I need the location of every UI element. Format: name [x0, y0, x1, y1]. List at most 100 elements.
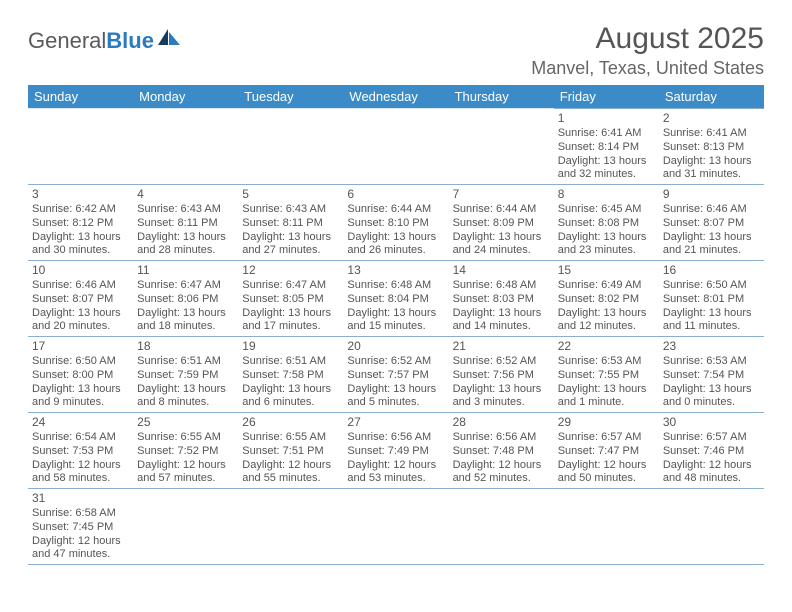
- sunrise-line: Sunrise: 6:51 AM: [137, 355, 234, 369]
- day-header: Wednesday: [343, 85, 448, 109]
- sunrise-line: Sunrise: 6:53 AM: [663, 355, 760, 369]
- sunset-line: Sunset: 8:11 PM: [242, 217, 339, 231]
- sunrise-line: Sunrise: 6:56 AM: [347, 431, 444, 445]
- calendar-cell: 2Sunrise: 6:41 AMSunset: 8:13 PMDaylight…: [659, 109, 764, 185]
- calendar-cell: 18Sunrise: 6:51 AMSunset: 7:59 PMDayligh…: [133, 337, 238, 413]
- calendar-cell: 6Sunrise: 6:44 AMSunset: 8:10 PMDaylight…: [343, 185, 448, 261]
- sunrise-line: Sunrise: 6:41 AM: [558, 127, 655, 141]
- calendar-row: 31Sunrise: 6:58 AMSunset: 7:45 PMDayligh…: [28, 489, 764, 565]
- calendar-cell: 11Sunrise: 6:47 AMSunset: 8:06 PMDayligh…: [133, 261, 238, 337]
- sail-icon: [156, 27, 182, 52]
- daylight-line: Daylight: 13 hours and 27 minutes.: [242, 231, 339, 259]
- month-title: August 2025: [531, 22, 764, 56]
- daylight-line: Daylight: 13 hours and 14 minutes.: [453, 307, 550, 335]
- sunset-line: Sunset: 8:04 PM: [347, 293, 444, 307]
- day-number: 27: [347, 415, 444, 430]
- day-header: Sunday: [28, 85, 133, 109]
- sunset-line: Sunset: 8:12 PM: [32, 217, 129, 231]
- day-header: Saturday: [659, 85, 764, 109]
- logo-text-gray: General: [28, 28, 106, 53]
- calendar-cell: 8Sunrise: 6:45 AMSunset: 8:08 PMDaylight…: [554, 185, 659, 261]
- daylight-line: Daylight: 13 hours and 6 minutes.: [242, 383, 339, 411]
- day-number: 30: [663, 415, 760, 430]
- logo-text: GeneralBlue: [28, 28, 154, 54]
- calendar-cell: 10Sunrise: 6:46 AMSunset: 8:07 PMDayligh…: [28, 261, 133, 337]
- sunset-line: Sunset: 7:51 PM: [242, 445, 339, 459]
- day-number: 19: [242, 339, 339, 354]
- day-number: 8: [558, 187, 655, 202]
- sunset-line: Sunset: 8:08 PM: [558, 217, 655, 231]
- sunrise-line: Sunrise: 6:52 AM: [347, 355, 444, 369]
- daylight-line: Daylight: 13 hours and 20 minutes.: [32, 307, 129, 335]
- day-number: 25: [137, 415, 234, 430]
- calendar-cell: 19Sunrise: 6:51 AMSunset: 7:58 PMDayligh…: [238, 337, 343, 413]
- calendar-row: 3Sunrise: 6:42 AMSunset: 8:12 PMDaylight…: [28, 185, 764, 261]
- daylight-line: Daylight: 13 hours and 32 minutes.: [558, 155, 655, 183]
- calendar-cell-empty: [554, 489, 659, 565]
- calendar-row: 17Sunrise: 6:50 AMSunset: 8:00 PMDayligh…: [28, 337, 764, 413]
- calendar-row: 1Sunrise: 6:41 AMSunset: 8:14 PMDaylight…: [28, 109, 764, 185]
- sunrise-line: Sunrise: 6:50 AM: [32, 355, 129, 369]
- day-number: 9: [663, 187, 760, 202]
- sunset-line: Sunset: 7:58 PM: [242, 369, 339, 383]
- calendar-cell-empty: [659, 489, 764, 565]
- sunrise-line: Sunrise: 6:47 AM: [242, 279, 339, 293]
- daylight-line: Daylight: 12 hours and 55 minutes.: [242, 459, 339, 487]
- calendar-cell: 3Sunrise: 6:42 AMSunset: 8:12 PMDaylight…: [28, 185, 133, 261]
- daylight-line: Daylight: 13 hours and 28 minutes.: [137, 231, 234, 259]
- sunset-line: Sunset: 8:02 PM: [558, 293, 655, 307]
- header: GeneralBlue August 2025 Manvel, Texas, U…: [28, 22, 764, 79]
- calendar-cell: 27Sunrise: 6:56 AMSunset: 7:49 PMDayligh…: [343, 413, 448, 489]
- sunrise-line: Sunrise: 6:48 AM: [347, 279, 444, 293]
- day-header: Tuesday: [238, 85, 343, 109]
- sunrise-line: Sunrise: 6:43 AM: [242, 203, 339, 217]
- calendar-cell-empty: [238, 489, 343, 565]
- daylight-line: Daylight: 12 hours and 48 minutes.: [663, 459, 760, 487]
- day-number: 21: [453, 339, 550, 354]
- calendar-cell: 1Sunrise: 6:41 AMSunset: 8:14 PMDaylight…: [554, 109, 659, 185]
- daylight-line: Daylight: 13 hours and 1 minute.: [558, 383, 655, 411]
- daylight-line: Daylight: 12 hours and 47 minutes.: [32, 535, 129, 563]
- calendar-cell: 26Sunrise: 6:55 AMSunset: 7:51 PMDayligh…: [238, 413, 343, 489]
- daylight-line: Daylight: 13 hours and 23 minutes.: [558, 231, 655, 259]
- daylight-line: Daylight: 13 hours and 17 minutes.: [242, 307, 339, 335]
- calendar-cell-empty: [133, 489, 238, 565]
- calendar-cell: 16Sunrise: 6:50 AMSunset: 8:01 PMDayligh…: [659, 261, 764, 337]
- sunset-line: Sunset: 7:57 PM: [347, 369, 444, 383]
- sunset-line: Sunset: 8:07 PM: [663, 217, 760, 231]
- calendar-cell-empty: [343, 109, 448, 185]
- calendar-table: SundayMondayTuesdayWednesdayThursdayFrid…: [28, 85, 764, 565]
- calendar-cell: 22Sunrise: 6:53 AMSunset: 7:55 PMDayligh…: [554, 337, 659, 413]
- sunrise-line: Sunrise: 6:52 AM: [453, 355, 550, 369]
- day-number: 15: [558, 263, 655, 278]
- daylight-line: Daylight: 13 hours and 0 minutes.: [663, 383, 760, 411]
- calendar-cell: 14Sunrise: 6:48 AMSunset: 8:03 PMDayligh…: [449, 261, 554, 337]
- day-number: 1: [558, 111, 655, 126]
- sunrise-line: Sunrise: 6:48 AM: [453, 279, 550, 293]
- calendar-cell: 30Sunrise: 6:57 AMSunset: 7:46 PMDayligh…: [659, 413, 764, 489]
- day-number: 7: [453, 187, 550, 202]
- title-block: August 2025 Manvel, Texas, United States: [531, 22, 764, 79]
- sunrise-line: Sunrise: 6:57 AM: [663, 431, 760, 445]
- sunset-line: Sunset: 8:09 PM: [453, 217, 550, 231]
- sunset-line: Sunset: 7:59 PM: [137, 369, 234, 383]
- calendar-row: 24Sunrise: 6:54 AMSunset: 7:53 PMDayligh…: [28, 413, 764, 489]
- sunset-line: Sunset: 8:06 PM: [137, 293, 234, 307]
- day-number: 12: [242, 263, 339, 278]
- calendar-cell: 5Sunrise: 6:43 AMSunset: 8:11 PMDaylight…: [238, 185, 343, 261]
- sunrise-line: Sunrise: 6:46 AM: [663, 203, 760, 217]
- calendar-cell-empty: [238, 109, 343, 185]
- calendar-cell-empty: [343, 489, 448, 565]
- day-number: 20: [347, 339, 444, 354]
- daylight-line: Daylight: 12 hours and 52 minutes.: [453, 459, 550, 487]
- day-number: 28: [453, 415, 550, 430]
- sunset-line: Sunset: 7:52 PM: [137, 445, 234, 459]
- sunrise-line: Sunrise: 6:49 AM: [558, 279, 655, 293]
- sunset-line: Sunset: 8:00 PM: [32, 369, 129, 383]
- calendar-cell: 31Sunrise: 6:58 AMSunset: 7:45 PMDayligh…: [28, 489, 133, 565]
- logo: GeneralBlue: [28, 22, 182, 54]
- calendar-cell: 25Sunrise: 6:55 AMSunset: 7:52 PMDayligh…: [133, 413, 238, 489]
- sunset-line: Sunset: 8:11 PM: [137, 217, 234, 231]
- sunrise-line: Sunrise: 6:55 AM: [137, 431, 234, 445]
- logo-text-blue: Blue: [106, 28, 154, 53]
